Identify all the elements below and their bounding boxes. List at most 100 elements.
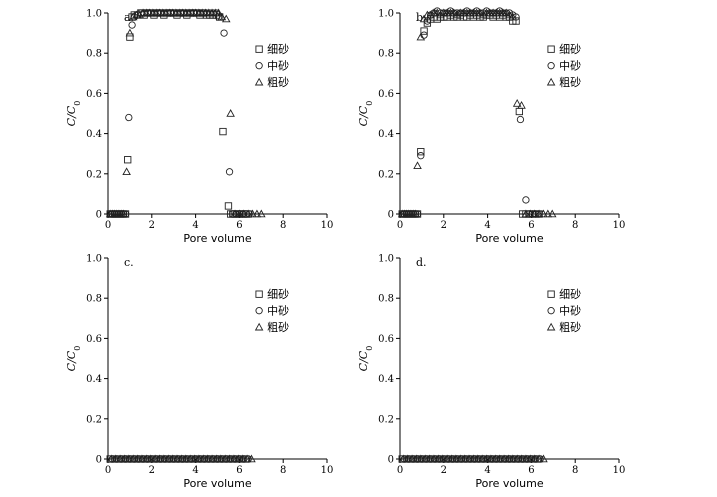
legend-label: 粗砂 <box>559 321 581 334</box>
data-point-triangle <box>504 454 513 463</box>
y-tick-label: 0.4 <box>86 374 102 385</box>
data-point-triangle <box>495 454 504 463</box>
data-point-triangle <box>190 454 199 463</box>
data-point-square <box>124 156 132 164</box>
legend-marker-square <box>547 290 555 298</box>
x-tick-label: 8 <box>572 465 578 476</box>
data-point-triangle <box>505 10 514 19</box>
x-tick-label: 6 <box>528 220 534 231</box>
data-point-triangle <box>252 209 262 218</box>
data-point-triangle <box>478 10 488 19</box>
y-tick-label: 0.8 <box>86 294 102 305</box>
data-point-triangle <box>452 10 462 19</box>
data-point-triangle <box>115 454 125 463</box>
data-point-triangle <box>512 99 522 107</box>
data-point-circle <box>516 115 525 124</box>
data-point-triangle <box>142 454 151 463</box>
data-point-triangle <box>111 454 120 463</box>
data-point-triangle <box>543 209 553 218</box>
data-point-triangle <box>464 454 474 463</box>
data-point-triangle <box>449 8 458 17</box>
data-point-triangle <box>407 454 417 463</box>
x-tick-label: 0 <box>105 465 111 476</box>
x-axis-label: Pore volume <box>475 477 543 490</box>
data-point-triangle <box>475 8 485 17</box>
x-tick-label: 10 <box>321 220 334 231</box>
data-point-triangle <box>508 454 518 463</box>
data-point-triangle <box>434 454 443 463</box>
data-point-triangle <box>455 454 465 463</box>
data-point-triangle <box>521 209 531 218</box>
x-tick-label: 8 <box>280 220 286 231</box>
data-point-triangle <box>128 454 138 463</box>
data-point-triangle <box>486 454 496 463</box>
data-point-triangle <box>416 454 426 463</box>
y-axis-label: C/C0 <box>357 101 374 127</box>
data-point-circle <box>420 31 428 39</box>
data-point-square <box>420 27 428 35</box>
data-point-triangle <box>238 454 247 463</box>
data-point-triangle <box>242 454 252 463</box>
legend-label: 细砂 <box>559 288 581 301</box>
data-point-triangle <box>477 454 487 463</box>
data-point-triangle <box>168 454 177 463</box>
data-point-triangle <box>432 8 442 17</box>
data-point-square <box>224 202 233 210</box>
series-triangle <box>399 454 548 463</box>
data-point-triangle <box>159 454 169 463</box>
data-point-triangle <box>469 454 478 463</box>
data-point-triangle <box>473 454 483 463</box>
legend-label: 细砂 <box>559 43 581 56</box>
data-point-triangle <box>125 28 135 37</box>
data-point-triangle <box>530 454 539 463</box>
series-triangle <box>107 454 256 463</box>
y-axis-label-subscript: 0 <box>73 346 82 351</box>
data-point-triangle <box>482 454 491 463</box>
legend-marker-circle <box>255 62 263 70</box>
data-point-triangle <box>420 454 430 463</box>
y-axis-label-subscript: 0 <box>365 346 374 351</box>
y-axis-label-main: C/C <box>65 105 78 126</box>
data-point-triangle <box>526 454 535 463</box>
legend-marker-square <box>547 45 555 53</box>
legend-marker-triangle <box>254 77 264 86</box>
legend-label: 细砂 <box>267 43 289 56</box>
y-tick-label: 0.2 <box>86 414 102 425</box>
data-point-square <box>219 127 227 136</box>
data-point-triangle <box>181 454 191 463</box>
y-tick-label: 0.6 <box>86 89 102 100</box>
data-point-triangle <box>451 454 461 463</box>
data-point-circle <box>522 196 530 204</box>
data-point-circle <box>125 113 133 122</box>
legend-marker-circle <box>255 307 263 315</box>
data-point-triangle <box>128 12 138 21</box>
y-tick-label: 0.6 <box>378 89 394 100</box>
data-point-triangle <box>133 454 142 463</box>
x-tick-label: 2 <box>441 465 447 476</box>
y-tick-label: 0.8 <box>378 49 394 60</box>
legend-label: 中砂 <box>559 60 581 73</box>
data-point-square <box>126 33 134 41</box>
x-tick-label: 0 <box>397 465 403 476</box>
panel-label: d. <box>416 256 427 269</box>
x-tick-label: 10 <box>613 220 626 231</box>
series-square <box>398 11 543 218</box>
series-triangle <box>397 8 557 218</box>
series-circle <box>398 7 543 218</box>
y-tick-label: 1.0 <box>378 254 394 265</box>
x-tick-label: 6 <box>528 465 534 476</box>
x-tick-label: 2 <box>149 465 155 476</box>
data-point-triangle <box>226 109 235 117</box>
data-point-square <box>417 148 425 156</box>
x-axis-label: Pore volume <box>183 232 251 245</box>
data-point-square <box>512 17 520 25</box>
data-point-triangle <box>490 454 500 463</box>
data-point-triangle <box>194 454 204 463</box>
y-tick-label: 0.4 <box>86 129 102 140</box>
legend-label: 中砂 <box>559 305 581 318</box>
y-tick-label: 0.8 <box>86 49 102 60</box>
y-tick-label: 0.4 <box>378 374 394 385</box>
x-tick-label: 6 <box>236 220 242 231</box>
data-point-triangle <box>403 454 412 463</box>
